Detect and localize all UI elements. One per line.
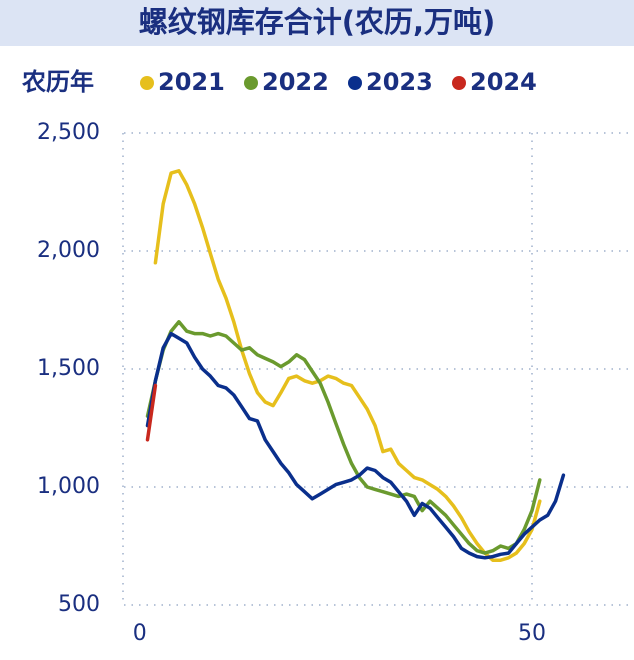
legend-marker [452,76,466,90]
y-tick-label: 500 [58,592,100,617]
legend-marker [140,76,154,90]
series-line [145,383,158,442]
legend-label: 2024 [470,68,537,96]
y-tick-label: 1,500 [37,356,100,381]
legend-label: 2021 [158,68,225,96]
y-tick-label: 2,500 [37,120,100,145]
legend-label: 2022 [262,68,329,96]
legend-marker [244,76,258,90]
title-bar [0,0,634,46]
series-line [145,331,566,560]
series-line [145,320,542,555]
y-tick-label: 2,000 [37,238,100,263]
x-tick-label: 50 [518,621,546,646]
y-tick-label: 1,000 [37,474,100,499]
x-tick-label: 0 [133,621,147,646]
legend-label: 2023 [366,68,433,96]
legend-title: 农历年 [21,68,94,96]
legend-marker [348,76,362,90]
chart-title: 螺纹钢库存合计(农历,万吨) [139,5,496,39]
series-line [153,169,542,562]
